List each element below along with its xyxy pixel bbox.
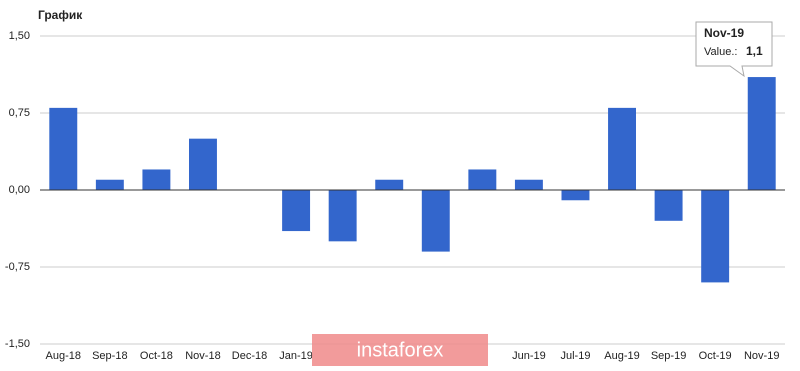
y-tick-label: 0,00: [9, 184, 30, 196]
bar: [747, 77, 776, 190]
x-tick-label: Oct-19: [699, 350, 732, 362]
bar: [282, 190, 311, 232]
x-tick-label: Nov-18: [185, 350, 220, 362]
bar: [514, 179, 543, 190]
watermark-box: [312, 334, 488, 366]
bar: [421, 190, 450, 252]
bar: [561, 190, 590, 201]
bar: [142, 169, 171, 190]
x-tick-label: Dec-18: [232, 350, 267, 362]
x-tick-label: Jun-19: [512, 350, 546, 362]
x-tick-label: Jul-19: [560, 350, 590, 362]
watermark: instaforex: [357, 339, 444, 361]
tooltip-title: Nov-19: [704, 26, 744, 40]
bar: [608, 107, 636, 190]
y-tick-label: -0,75: [5, 261, 30, 273]
y-tick-label: 0,75: [9, 107, 30, 119]
bar: [95, 179, 124, 190]
x-tick-label: Jan-19: [279, 350, 313, 362]
bar: [49, 107, 78, 190]
tooltip-label: Value.:: [704, 46, 737, 58]
x-tick-label: Nov-19: [744, 350, 779, 362]
tooltip-box: [695, 21, 773, 78]
x-tick-label: Aug-18: [46, 350, 81, 362]
x-tick-label: Sep-18: [92, 350, 127, 362]
tooltip-value: 1,1: [746, 44, 763, 58]
bar: [328, 190, 357, 242]
x-tick-label: Oct-18: [140, 350, 173, 362]
bar: [189, 138, 217, 190]
y-tick-label: -1,50: [5, 338, 30, 350]
x-tick-label: Aug-19: [604, 350, 639, 362]
bar: [654, 190, 683, 221]
y-tick-label: 1,50: [9, 30, 30, 42]
bar: [701, 190, 730, 283]
x-tick-label: Sep-19: [651, 350, 686, 362]
bar: [375, 179, 404, 190]
chart-title: График: [38, 8, 83, 22]
bar: [468, 169, 497, 190]
